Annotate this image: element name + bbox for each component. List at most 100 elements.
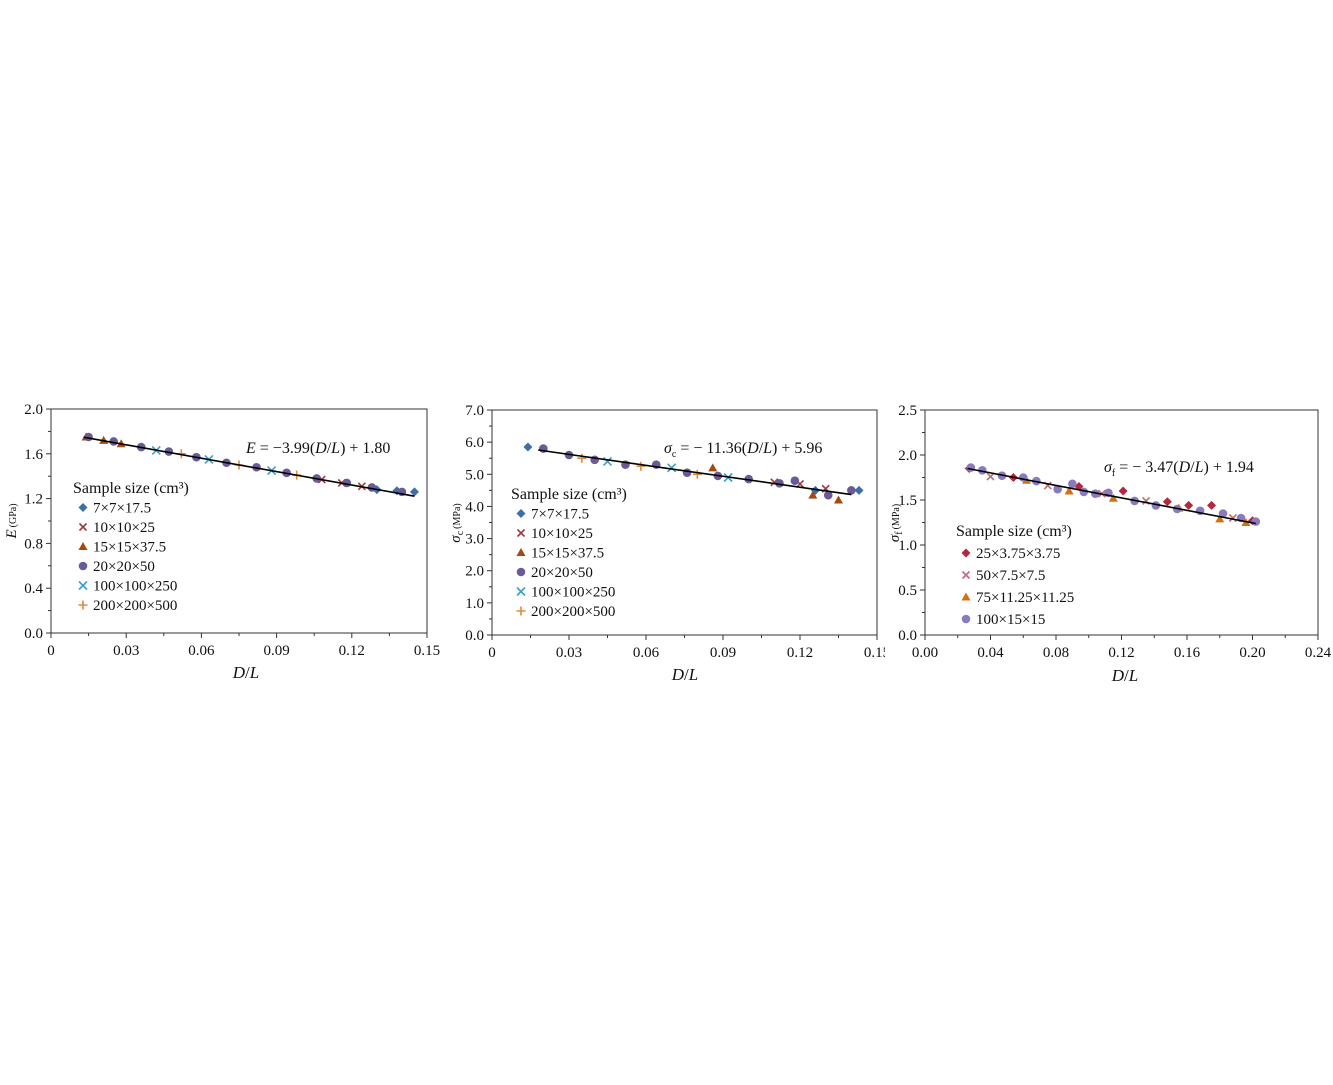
x-tick-label: 0.06 (188, 643, 215, 659)
data-point-circle (1091, 489, 1100, 498)
data-points (964, 463, 1261, 526)
y-axis: 0.0 1.0 2.0 3.0 4.0 5.0 6.0 7.0 (465, 403, 492, 644)
legend-marker-triangle (961, 592, 971, 601)
legend: Sample size (cm³) 7×7×17.5 10×10×25 15×15×3… (67, 477, 217, 614)
chart-compressive-strength: 0 0.03 0.06 0.09 0.12 0.15 0.0 1.0 2.0 3.0 4.0 5.0 6… (448, 403, 890, 684)
data-point-plus (577, 453, 587, 463)
x-axis-label: D/L (671, 665, 698, 684)
data-point-triangle (1064, 486, 1074, 495)
y-tick-label: 3.0 (465, 532, 484, 548)
data-point-diamond (392, 486, 402, 496)
y-tick-label: 5.0 (465, 467, 484, 483)
x-tick-label: 0.24 (1305, 645, 1332, 661)
legend-entry: 100×100×250 (531, 585, 615, 601)
legend-marker-diamond (516, 509, 526, 518)
y-tick-label: 0.0 (898, 628, 917, 644)
legend-entry: 200×200×500 (93, 598, 177, 614)
legend-marker-circle (961, 614, 971, 624)
x-tick-label: 0 (488, 645, 496, 661)
fit-equation: σf = − 3.47(D/L) + 1.94 (1104, 459, 1254, 479)
legend-entry: 10×10×25 (93, 520, 155, 536)
data-point-circle (966, 463, 976, 472)
data-point-x (986, 472, 995, 481)
legend-marker-plus (78, 600, 88, 610)
x-axis-label: D/L (232, 663, 259, 682)
x-tick-label: 0.15 (414, 643, 440, 659)
legend-entry: 200×200×500 (531, 604, 615, 620)
data-point-plus (636, 461, 646, 471)
legend-marker-diamond (78, 503, 88, 512)
legend-background (505, 483, 655, 620)
data-point-circle (1053, 484, 1062, 494)
legend-title: Sample size (cm³) (956, 523, 1072, 540)
legend: Sample size (cm³) 25×3.75×3.75 50×7.5×7.5 7… (950, 520, 1100, 628)
data-point-diamond (854, 485, 864, 495)
legend-marker-cross (516, 586, 526, 597)
legend-entry: 100×100×250 (93, 579, 177, 595)
y-axis-label: σf(MPa) (887, 504, 905, 542)
data-point-triangle (808, 490, 818, 499)
y-tick-label: 1.6 (24, 447, 43, 463)
y-tick-label: 0.0 (465, 628, 484, 644)
x-tick-label: 0.03 (556, 645, 582, 661)
chart-panel-modulus: 0 0.03 0.06 0.09 0.12 0.15 0.0 0.4 0.8 1.2 1.6 2.0 D… (0, 395, 445, 695)
legend-entry: 15×15×37.5 (93, 540, 166, 556)
legend-marker-x (516, 528, 526, 538)
y-tick-label: 4.0 (465, 499, 484, 515)
legend-marker-cross (78, 580, 88, 591)
legend-marker-circle (78, 561, 88, 571)
y-tick-label: 0.4 (24, 581, 43, 597)
y-axis: 0.0 0.5 1.0 1.5 2.0 2.5 (898, 403, 925, 644)
x-axis: 0 0.03 0.06 0.09 0.12 0.15 (47, 633, 440, 659)
data-point-diamond (523, 442, 533, 452)
data-point-cross (602, 456, 613, 466)
data-point-circle (847, 486, 856, 495)
data-point-triangle (708, 463, 718, 472)
legend-entry: 20×20×50 (531, 565, 593, 581)
x-tick-label: 0.09 (710, 645, 736, 661)
data-point-circle (744, 474, 753, 484)
x-tick-label: 0.04 (977, 645, 1004, 661)
data-point-diamond (1162, 497, 1172, 507)
y-tick-label: 7.0 (465, 403, 484, 419)
legend-background (67, 477, 217, 614)
data-point-circle (682, 468, 692, 477)
y-tick-label: 2.5 (898, 403, 917, 419)
x-tick-label: 0.12 (787, 645, 813, 661)
x-tick-label: 0.12 (1108, 645, 1134, 661)
data-point-triangle (1108, 493, 1118, 502)
data-point-diamond (1118, 486, 1128, 496)
y-tick-label: 2.0 (465, 564, 484, 580)
y-tick-label: 1.0 (465, 596, 484, 612)
legend-marker-plus (516, 606, 526, 616)
chart-modulus: 0 0.03 0.06 0.09 0.12 0.15 0.0 0.4 0.8 1.2 1.6 2.0 D… (4, 402, 440, 682)
fit-line (967, 467, 1256, 525)
x-axis: 0.00 0.04 0.08 0.12 0.16 0.20 0.24 (912, 635, 1332, 661)
x-axis-label: D/L (1111, 666, 1138, 685)
x-tick-label: 0.12 (339, 643, 365, 659)
legend-marker-circle (516, 567, 526, 577)
x-tick-label: 0.20 (1239, 645, 1265, 661)
x-tick-label: 0.08 (1043, 645, 1069, 661)
legend-marker-triangle (516, 548, 526, 556)
x-tick-label: 0 (47, 643, 55, 659)
legend-entry: 10×10×25 (531, 526, 593, 542)
data-point-plus (692, 469, 702, 479)
data-point-circle (164, 447, 174, 456)
data-point-circle (1218, 509, 1228, 518)
y-tick-label: 2.0 (898, 448, 917, 464)
x-tick-label: 0.06 (633, 645, 660, 661)
y-tick-label: 2.0 (24, 402, 43, 418)
legend-marker-triangle (78, 542, 88, 550)
data-point-triangle (1215, 514, 1225, 523)
legend-marker-x (961, 570, 971, 580)
chart-flexural-strength: 0.00 0.04 0.08 0.12 0.16 0.20 0.24 0.0 0.5 1.0 1.5… (887, 403, 1332, 685)
legend-entry: 15×15×37.5 (531, 546, 604, 562)
x-tick-label: 0.00 (912, 645, 938, 661)
y-tick-label: 0.5 (898, 583, 917, 599)
data-point-triangle (834, 495, 843, 504)
y-tick-label: 0.8 (24, 536, 43, 552)
x-tick-label: 0.03 (113, 643, 139, 659)
y-tick-label: 6.0 (465, 435, 484, 451)
legend-background (950, 520, 1100, 628)
